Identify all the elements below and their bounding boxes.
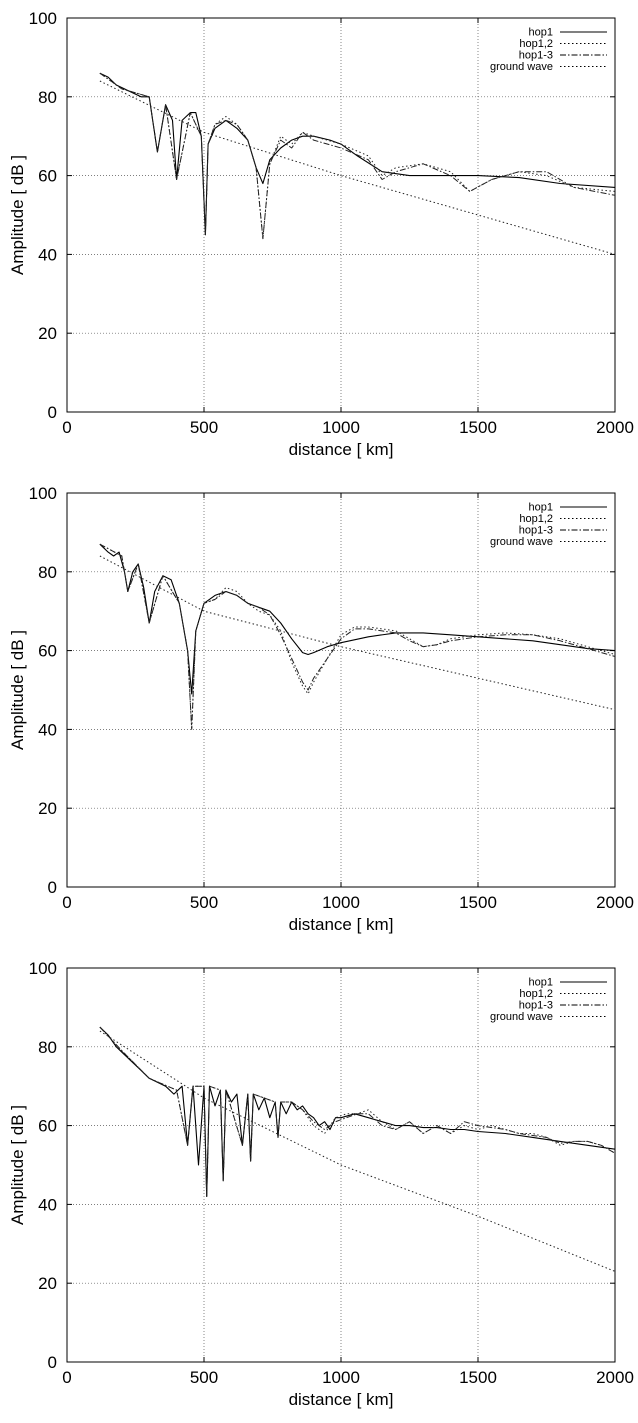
series-hop1 — [99, 543, 616, 695]
grid — [67, 493, 615, 887]
chart-svg: 0 500 1000 1500 2000 0 20 40 60 80 100 distance [ k… — [8, 9, 634, 459]
x-tick-label: 0 — [62, 418, 71, 437]
series-hop1-3 — [99, 72, 616, 240]
series-hop1-2 — [99, 543, 616, 730]
y-tick-label: 20 — [38, 324, 57, 343]
series-hop1-3 — [99, 1026, 616, 1197]
x-tick-label: 2000 — [596, 418, 634, 437]
legend-label: hop1-3 — [519, 50, 553, 62]
y-tick-label: 60 — [38, 167, 57, 186]
x-axis-title: distance [ km] — [289, 1390, 394, 1409]
legend-label: hop1,2 — [519, 513, 553, 525]
y-tick-label: 0 — [48, 403, 57, 422]
chart-svg: 0 500 1000 1500 2000 0 20 40 60 80 100 distance [ k… — [8, 484, 634, 934]
x-tick-label: 500 — [190, 418, 218, 437]
y-tick-label: 20 — [38, 1274, 57, 1293]
x-tick-label: 500 — [190, 893, 218, 912]
y-tick-label: 100 — [29, 959, 57, 978]
x-tick-label: 1000 — [322, 1368, 360, 1387]
legend-label: hop1,2 — [519, 988, 553, 1000]
x-tick-label: 500 — [190, 1368, 218, 1387]
y-tick-label: 40 — [38, 1195, 57, 1214]
x-tick-label: 2000 — [596, 893, 634, 912]
y-tick-label: 0 — [48, 878, 57, 897]
legend-label: hop1-3 — [519, 525, 553, 537]
x-axis-title: distance [ km] — [289, 440, 394, 459]
legend-label: ground wave — [490, 61, 553, 73]
x-tick-label: 1000 — [322, 418, 360, 437]
chart-panel-3: 0 500 1000 1500 2000 0 20 40 60 80 100 distance [ k… — [0, 950, 638, 1420]
series-ground-wave — [99, 1030, 616, 1272]
y-axis-title: Amplitude [ dB ] — [8, 630, 27, 750]
legend-label: hop1,2 — [519, 38, 553, 50]
series-ground-wave — [99, 555, 616, 711]
y-tick-label: 80 — [38, 1038, 57, 1057]
x-tick-label: 1500 — [459, 1368, 497, 1387]
x-tick-label: 1500 — [459, 893, 497, 912]
plot-frame — [66, 17, 616, 413]
y-tick-label: 100 — [29, 9, 57, 28]
chart-svg: 0 500 1000 1500 2000 0 20 40 60 80 100 distance [ k… — [8, 959, 634, 1409]
y-tick-label: 0 — [48, 1353, 57, 1372]
chart-panel-2: 0 500 1000 1500 2000 0 20 40 60 80 100 distance [ k… — [0, 475, 638, 945]
grid — [67, 18, 615, 412]
x-tick-label: 1500 — [459, 418, 497, 437]
x-tick-label: 2000 — [596, 1368, 634, 1387]
legend-label: hop1-3 — [519, 1000, 553, 1012]
y-tick-label: 80 — [38, 88, 57, 107]
y-axis-title: Amplitude [ dB ] — [8, 1105, 27, 1225]
legend-label: hop1 — [529, 977, 553, 989]
legend-label: ground wave — [490, 1011, 553, 1023]
grid — [67, 968, 615, 1362]
chart-panel-1: 0 500 1000 1500 2000 0 20 40 60 80 100 distance [ k… — [0, 0, 638, 470]
x-tick-label: 0 — [62, 893, 71, 912]
y-tick-label: 60 — [38, 1117, 57, 1136]
y-tick-label: 40 — [38, 720, 57, 739]
series-hop1 — [99, 1026, 616, 1198]
y-tick-label: 80 — [38, 563, 57, 582]
series-ground-wave — [99, 80, 616, 255]
legend-label: ground wave — [490, 536, 553, 548]
x-axis-title: distance [ km] — [289, 915, 394, 934]
series-hop1-2 — [99, 1026, 616, 1197]
legend-label: hop1 — [529, 502, 553, 514]
y-tick-label: 60 — [38, 642, 57, 661]
x-tick-label: 0 — [62, 1368, 71, 1387]
series-hop1-3 — [99, 543, 616, 730]
y-axis-title: Amplitude [ dB ] — [8, 155, 27, 275]
legend-label: hop1 — [529, 27, 553, 39]
y-tick-label: 40 — [38, 245, 57, 264]
y-tick-label: 20 — [38, 799, 57, 818]
x-tick-label: 1000 — [322, 893, 360, 912]
y-tick-label: 100 — [29, 484, 57, 503]
plot-frame — [66, 492, 616, 888]
series-hop1 — [99, 72, 616, 236]
